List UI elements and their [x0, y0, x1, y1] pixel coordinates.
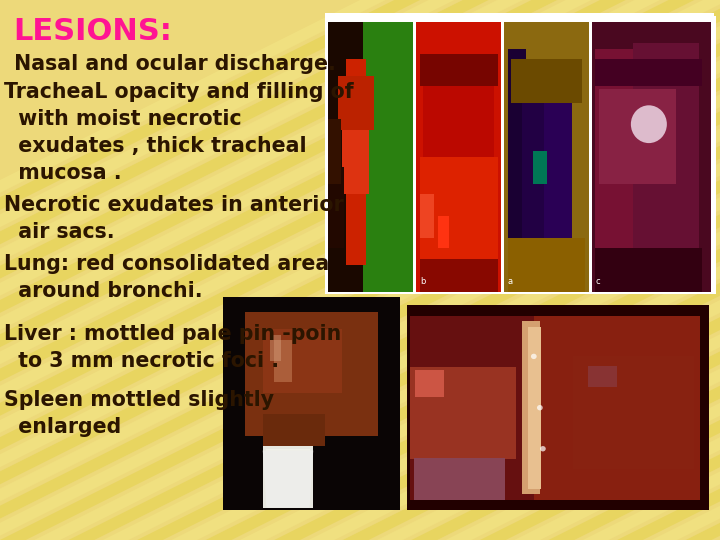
- Polygon shape: [0, 0, 420, 540]
- Bar: [634, 43, 698, 248]
- Bar: [420, 194, 434, 238]
- Bar: [415, 370, 444, 397]
- Polygon shape: [274, 0, 720, 540]
- Polygon shape: [617, 0, 720, 540]
- Bar: [592, 22, 711, 292]
- Bar: [534, 316, 700, 500]
- Bar: [588, 366, 617, 387]
- Bar: [346, 59, 366, 265]
- Bar: [502, 16, 591, 294]
- Polygon shape: [206, 0, 720, 540]
- Text: LESIONS:: LESIONS:: [13, 17, 172, 46]
- Polygon shape: [0, 0, 557, 540]
- Bar: [263, 414, 325, 446]
- Polygon shape: [549, 0, 720, 540]
- Polygon shape: [0, 0, 591, 540]
- Bar: [338, 76, 374, 130]
- Polygon shape: [685, 0, 720, 540]
- Polygon shape: [411, 0, 720, 540]
- Bar: [266, 449, 310, 505]
- Bar: [590, 16, 716, 294]
- Polygon shape: [0, 0, 489, 540]
- Bar: [595, 59, 703, 86]
- Bar: [544, 59, 572, 248]
- Polygon shape: [0, 0, 660, 540]
- Ellipse shape: [531, 354, 536, 359]
- Polygon shape: [0, 0, 386, 540]
- Text: around bronchi.: around bronchi.: [4, 281, 202, 301]
- Bar: [595, 248, 703, 292]
- Polygon shape: [446, 0, 720, 540]
- Bar: [423, 76, 494, 157]
- Polygon shape: [35, 0, 720, 540]
- Polygon shape: [68, 0, 720, 540]
- Bar: [511, 59, 582, 103]
- Bar: [328, 22, 413, 292]
- Bar: [223, 297, 400, 510]
- Polygon shape: [480, 0, 720, 540]
- Bar: [325, 16, 415, 294]
- Polygon shape: [583, 0, 720, 540]
- Text: Necrotic exudates in anterior: Necrotic exudates in anterior: [4, 195, 343, 215]
- Bar: [263, 329, 342, 393]
- Bar: [522, 76, 544, 238]
- Polygon shape: [0, 0, 626, 540]
- Bar: [438, 216, 449, 248]
- Polygon shape: [171, 0, 720, 540]
- Text: exudates , thick tracheal: exudates , thick tracheal: [4, 136, 306, 156]
- Text: Spleen mottled slightly: Spleen mottled slightly: [4, 390, 274, 410]
- Text: air sacs.: air sacs.: [4, 222, 114, 242]
- Bar: [595, 49, 661, 265]
- Ellipse shape: [540, 446, 546, 451]
- Bar: [599, 89, 676, 184]
- Bar: [420, 157, 498, 265]
- Bar: [504, 22, 589, 292]
- Bar: [420, 54, 498, 86]
- Polygon shape: [103, 0, 720, 540]
- Polygon shape: [514, 0, 720, 540]
- Bar: [328, 119, 341, 184]
- Text: to 3 mm necrotic foci .: to 3 mm necrotic foci .: [4, 351, 279, 371]
- Bar: [508, 238, 585, 292]
- Bar: [245, 312, 378, 436]
- Text: mucosa .: mucosa .: [4, 163, 121, 183]
- Polygon shape: [240, 0, 720, 540]
- Bar: [325, 14, 714, 27]
- Bar: [508, 49, 526, 265]
- Polygon shape: [377, 0, 720, 540]
- Bar: [522, 321, 540, 494]
- Polygon shape: [0, 0, 523, 540]
- Text: Liver : mottled pale pin -poin: Liver : mottled pale pin -poin: [4, 324, 341, 344]
- Text: with moist necrotic: with moist necrotic: [4, 109, 241, 129]
- Text: Nasal and ocular discharge.: Nasal and ocular discharge.: [7, 54, 336, 74]
- Bar: [270, 335, 281, 361]
- Text: TracheaL opacity and filling of: TracheaL opacity and filling of: [4, 82, 354, 102]
- Ellipse shape: [631, 105, 667, 143]
- Polygon shape: [263, 450, 313, 508]
- Text: c: c: [595, 276, 600, 286]
- Text: b: b: [420, 276, 425, 286]
- Bar: [573, 356, 694, 469]
- Bar: [410, 367, 516, 459]
- Text: Lung: red consolidated area: Lung: red consolidated area: [4, 254, 329, 274]
- Bar: [274, 340, 292, 382]
- Polygon shape: [652, 0, 720, 540]
- Bar: [328, 22, 364, 292]
- Bar: [420, 259, 498, 292]
- Bar: [528, 327, 541, 489]
- Text: a: a: [508, 276, 513, 286]
- Polygon shape: [0, 0, 694, 540]
- Polygon shape: [0, 0, 454, 540]
- Bar: [342, 86, 369, 194]
- Ellipse shape: [537, 405, 543, 410]
- Polygon shape: [343, 0, 720, 540]
